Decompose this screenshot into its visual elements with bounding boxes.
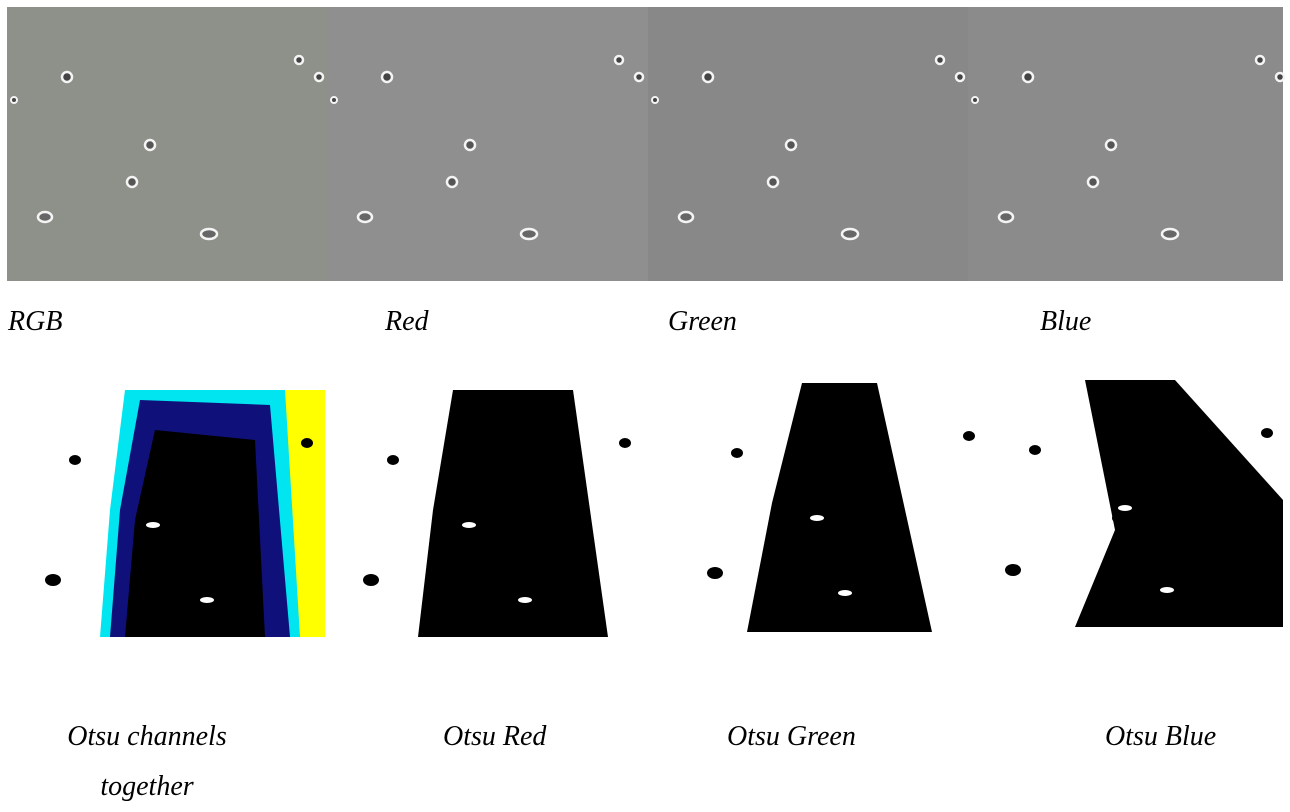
caption: Otsu Blue — [1105, 712, 1216, 762]
caption: Otsu Red — [443, 712, 546, 762]
image-otsu-blue — [975, 380, 1283, 627]
caption: RGB — [8, 297, 62, 347]
image-rgb — [7, 7, 327, 281]
image-green — [648, 7, 968, 281]
image-otsu-together — [15, 390, 325, 637]
figure-images — [0, 0, 1290, 700]
caption: Green — [668, 297, 737, 347]
caption: Otsu Green — [727, 712, 856, 762]
image-otsu-red — [333, 390, 631, 637]
caption: Otsu channels together — [52, 712, 242, 812]
image-red — [327, 7, 648, 281]
image-blue — [968, 7, 1284, 281]
image-otsu-green — [677, 383, 975, 632]
page: {"figure": {"top_captions": ["RGB", "Red… — [0, 0, 1290, 810]
caption: Red — [385, 297, 429, 347]
caption: Blue — [1040, 297, 1091, 347]
